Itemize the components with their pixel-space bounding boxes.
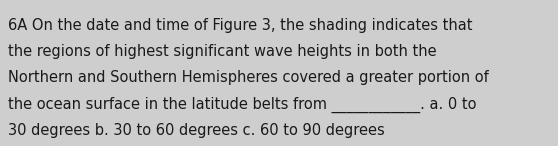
Text: 6A On the date and time of Figure 3, the shading indicates that: 6A On the date and time of Figure 3, the… xyxy=(8,18,473,33)
Text: the regions of highest significant wave heights in both the: the regions of highest significant wave … xyxy=(8,44,437,59)
Text: Northern and Southern Hemispheres covered a greater portion of: Northern and Southern Hemispheres covere… xyxy=(8,70,489,85)
Text: 30 degrees b. 30 to 60 degrees c. 60 to 90 degrees: 30 degrees b. 30 to 60 degrees c. 60 to … xyxy=(8,123,385,138)
Text: the ocean surface in the latitude belts from ____________. a. 0 to: the ocean surface in the latitude belts … xyxy=(8,96,477,113)
